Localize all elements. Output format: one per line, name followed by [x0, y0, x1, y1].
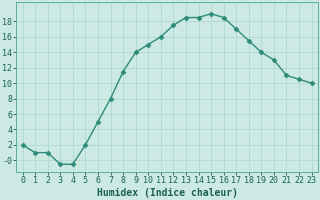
X-axis label: Humidex (Indice chaleur): Humidex (Indice chaleur)	[97, 188, 237, 198]
